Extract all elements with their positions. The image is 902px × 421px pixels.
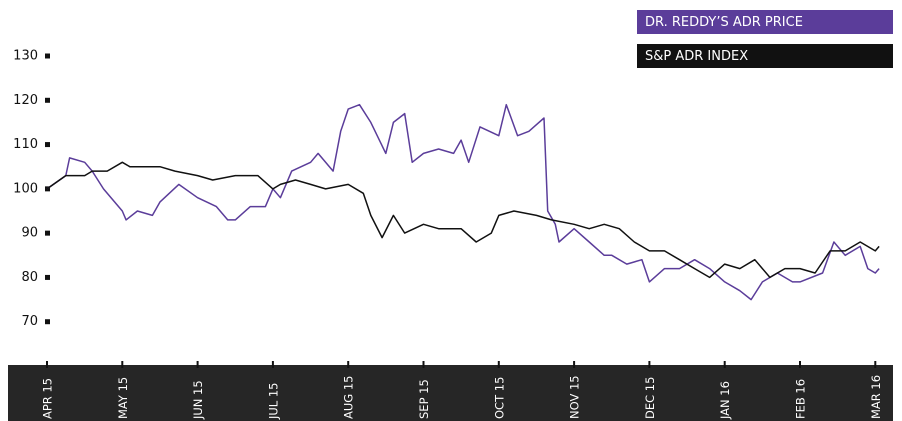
- x-tick-label: JAN 16: [718, 381, 732, 420]
- y-tick-label: 80: [21, 270, 38, 285]
- y-tick-mark: [45, 53, 50, 59]
- x-tick-label: JUL 15: [266, 382, 280, 420]
- y-tick-label: 130: [13, 49, 38, 64]
- x-tick-label: NOV 15: [568, 375, 582, 419]
- legend-label: DR. REDDY’S ADR PRICE: [645, 15, 803, 30]
- y-tick-mark: [45, 274, 50, 280]
- x-axis-band: [8, 365, 893, 421]
- series-line: [46, 103, 880, 301]
- y-tick-mark: [45, 142, 50, 148]
- y-tick-mark: [45, 319, 50, 325]
- legend-swatch: [637, 44, 893, 68]
- x-tick-label: SEP 15: [417, 379, 431, 419]
- x-tick-label: FEB 16: [794, 379, 808, 419]
- x-tick-label: JUN 15: [191, 380, 205, 420]
- x-tick-label: AUG 15: [342, 376, 356, 419]
- x-tick-label: OCT 15: [492, 377, 506, 419]
- series-line: [46, 161, 880, 279]
- x-tick-label: MAR 16: [869, 375, 883, 419]
- x-tick-label: MAY 15: [116, 377, 130, 419]
- y-tick-label: 120: [13, 93, 38, 108]
- x-tick-label: APR 15: [41, 378, 55, 419]
- y-tick-label: 100: [13, 181, 38, 196]
- x-tick-label: DEC 15: [643, 377, 657, 419]
- y-tick-mark: [45, 230, 50, 236]
- legend-label: S&P ADR INDEX: [645, 49, 748, 64]
- legend-swatch: [637, 10, 893, 34]
- y-tick-label: 110: [13, 137, 38, 152]
- y-tick-label: 70: [21, 314, 38, 329]
- y-tick-mark: [45, 97, 50, 103]
- y-tick-label: 90: [21, 226, 38, 241]
